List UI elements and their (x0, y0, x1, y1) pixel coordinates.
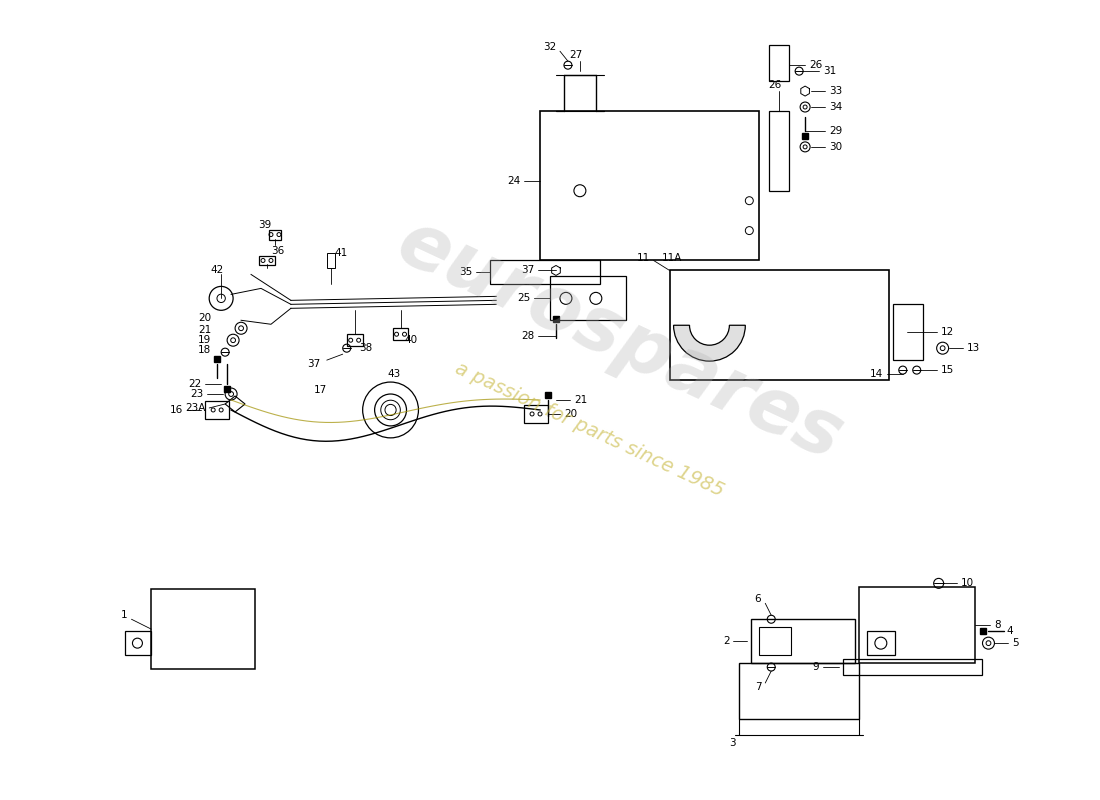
Text: 16: 16 (170, 405, 184, 415)
Text: 37: 37 (520, 266, 535, 275)
Bar (270, 230, 280, 239)
Bar (859, 587, 975, 663)
Text: 30: 30 (829, 142, 843, 152)
Text: 1: 1 (121, 610, 128, 620)
Text: 42: 42 (210, 266, 223, 275)
Text: 6: 6 (755, 594, 761, 604)
Text: 28: 28 (520, 331, 535, 342)
Text: 22: 22 (188, 379, 201, 389)
Text: 27: 27 (570, 50, 583, 60)
Text: 25: 25 (517, 294, 530, 303)
Text: 14: 14 (870, 369, 883, 379)
Bar (769, 111, 789, 190)
Bar (346, 334, 363, 346)
Bar (152, 590, 255, 669)
Text: 24: 24 (507, 176, 520, 186)
Bar (206, 401, 229, 419)
Bar (867, 631, 894, 655)
Bar (258, 255, 275, 266)
Bar (843, 659, 982, 675)
Text: 20: 20 (198, 314, 211, 323)
Bar (524, 405, 548, 423)
Text: 15: 15 (940, 365, 954, 375)
Text: 38: 38 (359, 343, 372, 353)
Text: 11: 11 (637, 254, 650, 263)
Text: 21: 21 (574, 395, 587, 405)
Bar (491, 261, 600, 285)
Bar (327, 253, 334, 269)
Text: 3: 3 (728, 738, 736, 748)
Bar (393, 328, 408, 340)
Text: 10: 10 (960, 578, 974, 588)
Text: 35: 35 (459, 267, 472, 278)
Text: 41: 41 (334, 247, 348, 258)
Bar (670, 270, 889, 380)
Text: 21: 21 (198, 326, 211, 335)
Text: 23A: 23A (185, 403, 206, 413)
Bar (759, 627, 791, 655)
Text: 2: 2 (723, 636, 729, 646)
Text: a passion for parts since 1985: a passion for parts since 1985 (452, 359, 727, 501)
Text: 11A: 11A (661, 254, 682, 263)
Text: 26: 26 (769, 80, 782, 90)
Bar (550, 277, 626, 320)
Text: 19: 19 (198, 335, 211, 346)
Text: 26: 26 (810, 60, 823, 70)
Bar (125, 631, 152, 655)
Text: 40: 40 (405, 335, 418, 346)
Text: 4: 4 (1006, 626, 1013, 636)
Text: 31: 31 (823, 66, 836, 76)
Text: 18: 18 (198, 345, 211, 355)
Text: 20: 20 (564, 409, 578, 419)
Text: 29: 29 (829, 126, 843, 136)
Text: 13: 13 (967, 343, 980, 353)
Text: 36: 36 (271, 246, 284, 255)
Text: 7: 7 (755, 682, 761, 692)
Text: 5: 5 (1012, 638, 1019, 648)
Text: 12: 12 (940, 327, 954, 338)
Bar (893, 304, 923, 360)
Text: 32: 32 (542, 42, 556, 52)
Bar (769, 46, 789, 81)
Text: 33: 33 (829, 86, 843, 96)
Text: 37: 37 (308, 359, 321, 369)
Text: 8: 8 (994, 620, 1001, 630)
Bar (739, 663, 859, 719)
Text: 43: 43 (388, 369, 401, 379)
Text: 23: 23 (190, 389, 204, 399)
Text: 39: 39 (257, 220, 271, 230)
Text: eurospares: eurospares (385, 205, 855, 476)
Bar (540, 111, 759, 261)
Text: 9: 9 (813, 662, 820, 672)
Text: 17: 17 (315, 385, 328, 395)
Bar (751, 619, 855, 663)
Wedge shape (673, 326, 746, 361)
Text: 34: 34 (829, 102, 843, 112)
